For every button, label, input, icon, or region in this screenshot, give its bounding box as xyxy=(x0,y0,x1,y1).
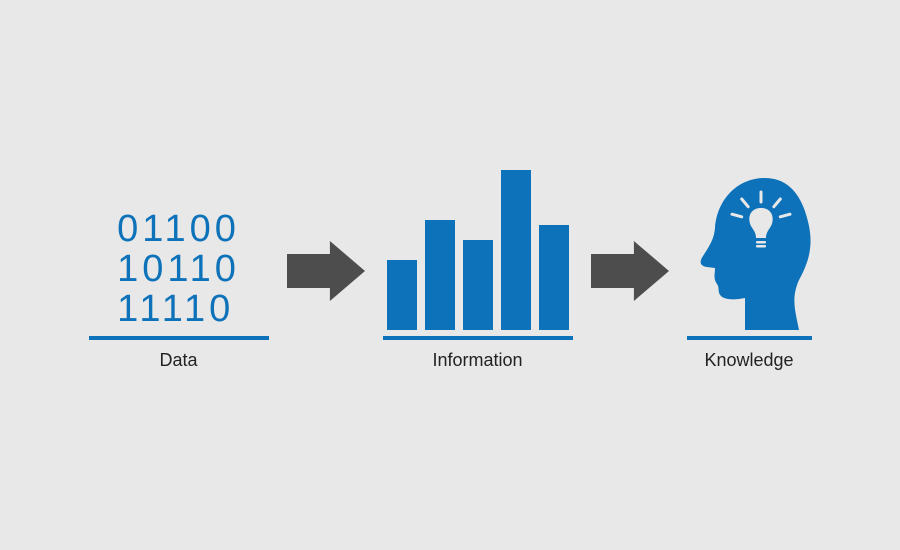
binary-row: 11110 xyxy=(117,290,234,330)
bar xyxy=(501,170,531,330)
arrow-1 xyxy=(287,191,365,371)
underline-knowledge xyxy=(687,336,812,340)
arrow-icon xyxy=(591,241,669,301)
bar xyxy=(539,225,569,330)
diagram-row: 011001011011110 Data Information xyxy=(0,170,900,371)
stage-data: 011001011011110 Data xyxy=(89,170,269,371)
information-visual xyxy=(387,170,569,330)
underline-information xyxy=(383,336,573,340)
caption-data: Data xyxy=(159,350,197,371)
underline-data xyxy=(89,336,269,340)
bar xyxy=(463,240,493,330)
binary-block: 011001011011110 xyxy=(117,210,240,330)
stage-information: Information xyxy=(383,170,573,371)
bar-chart xyxy=(387,170,569,330)
binary-row: 01100 xyxy=(117,210,240,250)
caption-knowledge: Knowledge xyxy=(704,350,793,371)
arrow-icon xyxy=(287,241,365,301)
head-icon xyxy=(687,170,812,330)
bar xyxy=(387,260,417,330)
caption-information: Information xyxy=(432,350,522,371)
arrow-2 xyxy=(591,191,669,371)
diagram-canvas: 011001011011110 Data Information xyxy=(0,0,900,550)
data-visual: 011001011011110 xyxy=(117,170,240,330)
head-silhouette-icon xyxy=(687,170,812,330)
stage-knowledge: Knowledge xyxy=(687,170,812,371)
knowledge-visual xyxy=(687,170,812,330)
binary-row: 10110 xyxy=(117,250,240,290)
bar xyxy=(425,220,455,330)
